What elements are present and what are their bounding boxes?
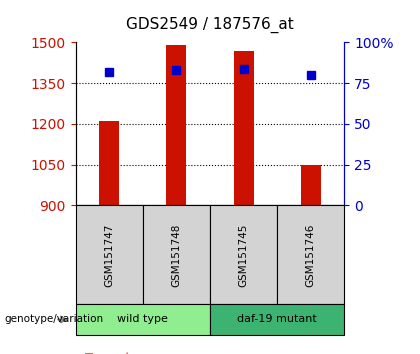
Bar: [99, 121, 119, 205]
Text: genotype/variation: genotype/variation: [4, 314, 103, 325]
Bar: [234, 51, 254, 205]
Text: daf-19 mutant: daf-19 mutant: [237, 314, 317, 325]
Text: GSM151745: GSM151745: [239, 223, 249, 287]
Text: GSM151747: GSM151747: [104, 223, 114, 287]
Bar: [166, 45, 186, 205]
Text: ■  count: ■ count: [84, 352, 130, 354]
Text: GSM151748: GSM151748: [171, 223, 181, 287]
Text: GSM151746: GSM151746: [306, 223, 316, 287]
Text: GDS2549 / 187576_at: GDS2549 / 187576_at: [126, 17, 294, 33]
Bar: [301, 165, 321, 205]
Text: wild type: wild type: [117, 314, 168, 325]
